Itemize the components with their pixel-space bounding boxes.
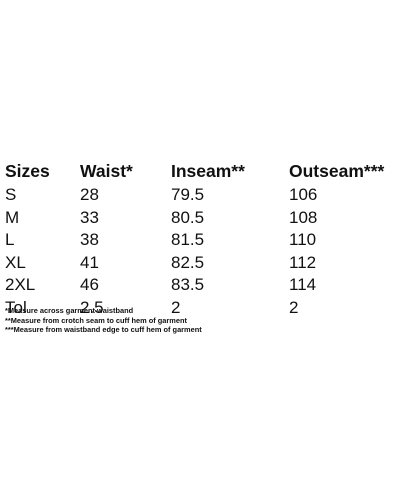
waist-cell: 33	[80, 207, 99, 227]
inseam-cell: 83.5	[171, 275, 205, 294]
outseam-cell: 106	[289, 185, 318, 204]
table-row: L 38 81.5 110	[5, 229, 395, 252]
table-row: 2XL 46 83.5 114	[5, 274, 395, 297]
inseam-cell: 82.5	[171, 252, 205, 272]
table-row: M 33 80.5 108	[5, 207, 395, 230]
header-sizes: Sizes	[5, 161, 50, 181]
waist-cell: 28	[80, 185, 99, 204]
outseam-cell: 110	[289, 230, 317, 249]
outseam-cell: 2	[289, 297, 299, 317]
size-cell: L	[5, 230, 15, 249]
table-header-row: Sizes Waist* Inseam** Outseam***	[5, 158, 395, 184]
header-inseam: Inseam**	[171, 161, 245, 181]
inseam-cell: 80.5	[171, 207, 205, 227]
inseam-cell: 81.5	[171, 230, 205, 249]
waist-cell: 2.5	[80, 297, 104, 317]
size-chart-table: Sizes Waist* Inseam** Outseam*** S 28 79…	[5, 158, 395, 319]
table-row-tolerance: Tol 2.5 2 2	[5, 297, 395, 320]
outseam-cell: 112	[289, 252, 317, 272]
table-row: XL 41 82.5 112	[5, 252, 395, 275]
size-cell: M	[5, 207, 20, 227]
outseam-cell: 114	[289, 275, 317, 294]
size-cell: Tol	[5, 297, 27, 317]
measurement-notes: *Measure across garment waistband **Meas…	[5, 306, 202, 335]
header-outseam: Outseam***	[289, 161, 385, 181]
waist-cell: 41	[80, 252, 99, 272]
waist-cell: 38	[80, 230, 99, 249]
size-cell: XL	[5, 252, 26, 272]
note-outseam: ***Measure from waistband edge to cuff h…	[5, 325, 202, 335]
table-row: S 28 79.5 106	[5, 184, 395, 207]
size-cell: 2XL	[5, 275, 36, 294]
note-waist: *Measure across garment waistband	[5, 306, 134, 315]
outseam-cell: 108	[289, 207, 318, 227]
inseam-cell: 79.5	[171, 185, 205, 204]
size-cell: S	[5, 185, 17, 204]
note-inseam: **Measure from crotch seam to cuff hem o…	[5, 315, 187, 325]
waist-cell: 46	[80, 275, 99, 294]
header-waist: Waist*	[80, 161, 133, 181]
inseam-cell: 2	[171, 297, 181, 317]
